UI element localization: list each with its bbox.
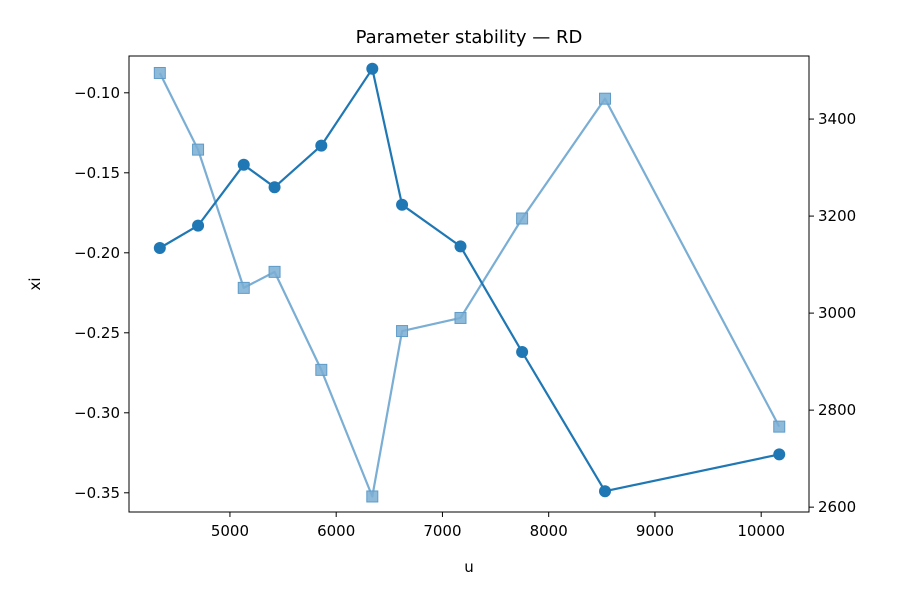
data-point [599, 485, 611, 498]
data-point [773, 448, 786, 461]
data-point [153, 66, 166, 79]
data-point [516, 212, 529, 225]
y2-tick-label: 3000 [818, 304, 856, 322]
x-tick-label: 10000 [737, 522, 785, 540]
data-point [268, 181, 281, 194]
data-point [153, 242, 166, 254]
x-tick-label: 9000 [636, 522, 674, 540]
data-point [315, 363, 328, 376]
data-point [192, 219, 205, 232]
data-point [366, 62, 379, 75]
data-point [454, 311, 467, 324]
y2-tick-label: 2600 [818, 498, 856, 516]
axes [128, 55, 810, 513]
data-point [315, 139, 328, 152]
y-tick-label: −0.35 [74, 484, 120, 502]
data-point [366, 490, 379, 503]
data-point [237, 281, 250, 294]
x-tick-label: 7000 [423, 522, 461, 540]
data-point [237, 158, 250, 171]
data-point [192, 143, 205, 156]
series-line [158, 72, 781, 498]
y-axis-label: xi [26, 277, 44, 290]
ticks: 5000 6000 7000 8000 9000 10000 −0.35 −0.30 −0.25… [74, 84, 856, 540]
data-point [454, 240, 467, 253]
y2-tick-label: 3200 [818, 207, 856, 225]
x-tick-label: 5000 [211, 522, 249, 540]
y-tick-label: −0.30 [74, 404, 120, 422]
plot-frame [128, 55, 810, 513]
data-point [516, 346, 529, 358]
y2-tick-label: 3400 [818, 110, 856, 128]
series-right-axis [153, 66, 786, 503]
y-tick-label: −0.25 [74, 324, 120, 342]
x-tick-label: 8000 [530, 522, 568, 540]
data-point [773, 420, 786, 433]
x-axis-label: u [464, 558, 474, 576]
data-point [268, 265, 281, 278]
series-left-axis [153, 62, 786, 498]
y-tick-label: −0.10 [74, 84, 120, 102]
y-tick-label: −0.20 [74, 244, 120, 262]
plot-area [153, 62, 786, 503]
data-point [396, 325, 409, 338]
data-point [396, 198, 409, 211]
data-point [599, 92, 611, 105]
chart-title: Parameter stability — RD [356, 27, 583, 48]
x-tick-label: 6000 [317, 522, 355, 540]
y2-tick-label: 2800 [818, 401, 856, 419]
y-tick-label: −0.15 [74, 164, 120, 182]
series-line [159, 67, 780, 493]
